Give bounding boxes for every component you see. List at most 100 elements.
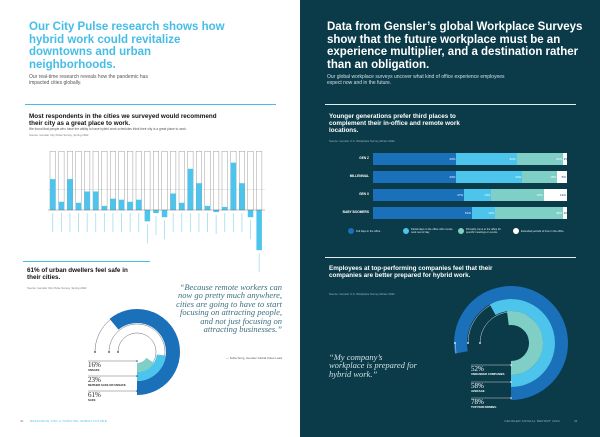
left-intro: Our real-time research reveals how the p…	[29, 74, 148, 86]
bar	[118, 199, 125, 210]
bar	[213, 210, 219, 213]
chart4-source: Source: Gensler U.S. Workplace Survey Wi…	[329, 292, 395, 296]
left-quote: “Because remote workers can now go prett…	[176, 282, 282, 335]
stacked-segment: 43%	[373, 153, 457, 165]
legend-label: Primarily come to the office for specifi…	[466, 228, 501, 234]
divider	[25, 104, 276, 105]
chart4-title: Employees at top-performing companies fe…	[329, 265, 493, 279]
bar	[84, 191, 90, 210]
bar	[101, 205, 108, 210]
chart3-source: Source: Gensler U.S. Workplace Survey Wi…	[329, 139, 395, 143]
ring-segment	[489, 299, 555, 387]
left-page: Our City Pulse research shows how hybrid…	[20, 21, 282, 423]
stacked-segment: 12%	[543, 189, 567, 201]
hybrid-readiness-ring-chart	[454, 286, 568, 400]
guide-dot	[467, 342, 469, 344]
stacked-segment: 31%	[456, 153, 517, 165]
legend-label: Partial days in the office with remote w…	[411, 228, 453, 234]
leader-dot	[510, 364, 512, 366]
guide-arc	[467, 305, 491, 344]
guide-dot	[454, 342, 456, 344]
chart2-title: 61% of urban dwellers feel safe in their…	[27, 267, 128, 281]
quote-attribution: — Sofia Song, Gensler Global Cities Lead	[225, 356, 282, 360]
stacked-segment: 43%	[373, 171, 457, 183]
bar	[247, 210, 254, 218]
divider	[325, 257, 576, 258]
bar	[110, 198, 116, 210]
stacked-segment: 27%	[491, 189, 544, 201]
stacked-segment: 34%	[456, 171, 523, 183]
divider	[325, 104, 576, 105]
legend-swatch-icon	[348, 228, 354, 234]
stacked-segment: 2%	[563, 207, 568, 219]
bar	[170, 193, 176, 210]
ring-label-name: Unsafe	[88, 368, 100, 372]
ring-label-name: Top performing	[471, 405, 497, 409]
ring-label-name: Safe	[88, 398, 96, 402]
ring-label-pct: 78%	[471, 398, 484, 406]
bar	[144, 210, 151, 222]
ring-label: 52% Unranked companies	[471, 366, 517, 376]
generation-label: GEN Z	[359, 156, 369, 160]
generation-label: BABY BOOMERS	[342, 210, 369, 214]
guide-arc	[94, 319, 111, 353]
ring-label-pct: 23%	[88, 376, 101, 384]
ring-segment	[109, 309, 180, 395]
ring-segment	[136, 354, 166, 381]
right-quote: “My company’s workplace is prepared for …	[329, 352, 417, 379]
ring-label-pct: 16%	[88, 361, 101, 369]
legend-item: Full days in the office	[348, 228, 400, 234]
safety-ring-chart	[88, 309, 180, 395]
stacked-segment: 47%	[373, 189, 465, 201]
legend-item: Extended periods of time in the office	[513, 228, 565, 234]
bar	[58, 201, 65, 210]
stacked-segment: 2%	[563, 153, 568, 165]
right-page: Data from Gensler’s global Workplace Sur…	[300, 0, 600, 437]
ring-label-pct: 61%	[88, 391, 101, 399]
stacked-segment: 35%	[495, 207, 564, 219]
leader-dot	[136, 360, 138, 362]
chart2-source: Source: Gensler City Pulse Survey, Sprin…	[27, 286, 87, 290]
bar	[230, 162, 237, 210]
chart1-title: Most respondents in the cities we survey…	[29, 113, 217, 127]
stacked-segment: 14%	[464, 189, 492, 201]
ring-segment	[507, 311, 543, 375]
leader-dot	[136, 375, 138, 377]
ring-label-pct: 58%	[471, 382, 484, 390]
bar	[161, 210, 168, 218]
ring-label-name: Unranked companies	[471, 372, 505, 376]
legend-label: Full days in the office	[356, 229, 381, 233]
bar	[179, 202, 185, 210]
ring-segment	[454, 286, 568, 400]
guide-dot	[108, 351, 110, 353]
legend-label: Extended periods of time in the office	[521, 229, 564, 233]
ring-label: 78% Top performing	[471, 399, 517, 409]
left-headline: Our City Pulse research shows how hybrid…	[29, 21, 225, 71]
ring-label-pct: 52%	[471, 365, 484, 373]
legend-swatch-icon	[403, 228, 409, 234]
page-number: 40	[20, 419, 24, 423]
ring-label: 16% Unsafe	[88, 362, 134, 372]
chart3-title: Younger generations prefer third places …	[329, 113, 460, 134]
right-headline: Data from Gensler’s global Workplace Sur…	[327, 21, 583, 71]
stacked-segment: 12%	[471, 207, 496, 219]
bar	[256, 210, 262, 251]
leader-dot	[510, 381, 512, 383]
legend-item: Partial days in the office with remote w…	[403, 228, 455, 234]
generation-label: MILLENNIAL	[349, 174, 369, 178]
chart1-subtitle: We found that people who have the abilit…	[29, 127, 187, 131]
legend-swatch-icon	[513, 228, 519, 234]
guide-arc	[108, 323, 166, 356]
leader-dot	[136, 390, 138, 392]
leader-dot	[510, 397, 512, 399]
bar	[136, 199, 142, 210]
bar	[50, 179, 56, 210]
ring-segment	[136, 357, 154, 372]
bar	[222, 206, 228, 210]
stacked-segment: 24%	[516, 153, 564, 165]
divider	[23, 261, 150, 262]
footer-report: GENSLER ANNUAL REPORT 2022	[504, 419, 560, 423]
chart1-source: Source: Gensler City Pulse Survey, Sprin…	[29, 133, 89, 137]
ring-label: 61% Safe	[88, 392, 134, 402]
stacked-segment: 18%	[522, 171, 558, 183]
